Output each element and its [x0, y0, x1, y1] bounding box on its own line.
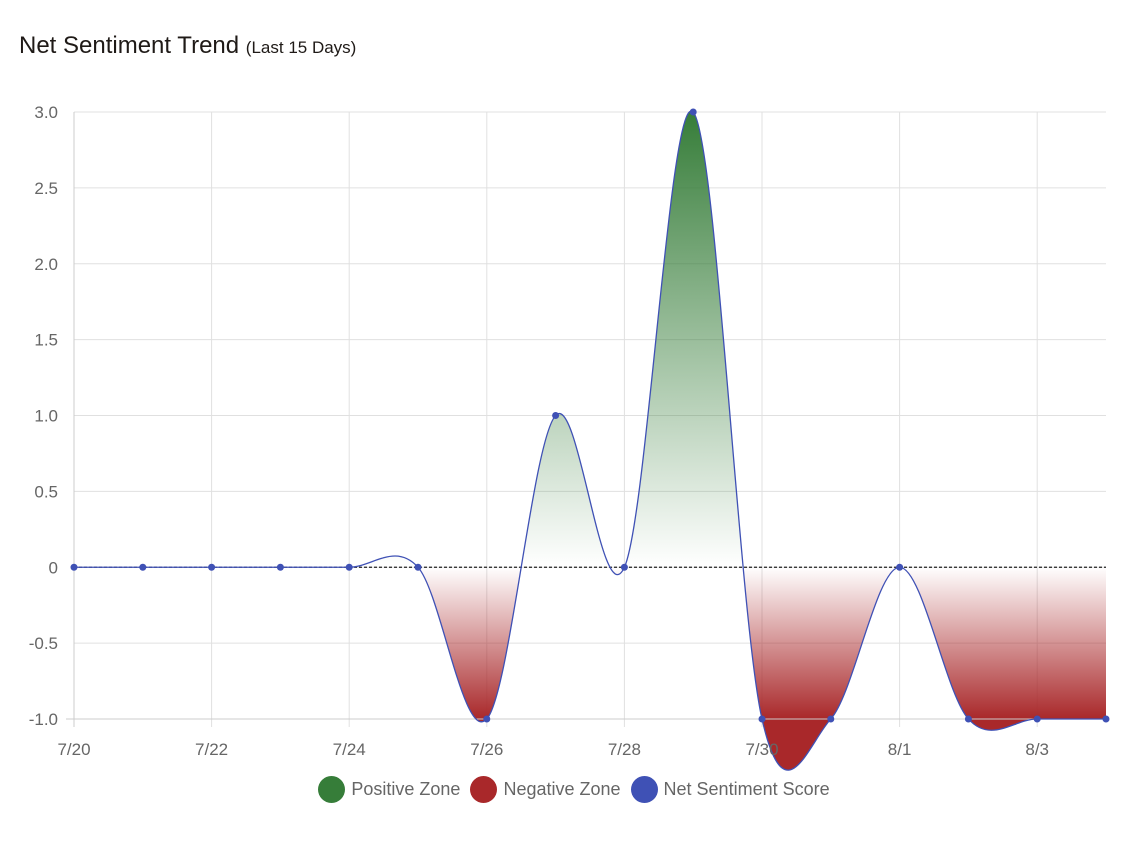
- legend-item-2[interactable]: Net Sentiment Score: [630, 776, 830, 803]
- data-point-7-24[interactable]: [345, 563, 353, 571]
- x-tick-label: 8/1: [888, 740, 912, 759]
- y-tick-label: 0: [49, 558, 58, 577]
- legend-label: Net Sentiment Score: [663, 779, 830, 799]
- zone-areas: [74, 111, 1106, 770]
- x-tick-label: 7/28: [608, 740, 641, 759]
- data-point-8-2[interactable]: [964, 715, 972, 723]
- legend-label: Positive Zone: [351, 779, 461, 799]
- x-tick-label: 7/20: [57, 740, 90, 759]
- legend-item-0[interactable]: Positive Zone: [318, 776, 460, 803]
- data-point-7-25[interactable]: [414, 563, 422, 571]
- x-tick-label: 7/24: [333, 740, 366, 759]
- y-tick-label: 3.0: [34, 103, 58, 122]
- x-tick-label: 7/30: [745, 740, 778, 759]
- legend-item-1[interactable]: Negative Zone: [470, 776, 621, 803]
- legend-swatch: [470, 776, 498, 803]
- y-tick-label: -1.0: [29, 710, 58, 729]
- negative-zone-area: [418, 567, 1106, 770]
- x-tick-label: 8/3: [1025, 740, 1049, 759]
- series-layer: [70, 108, 1110, 771]
- chart-title-text: Net Sentiment Trend: [19, 32, 240, 59]
- x-axis-labels: 7/20 7/22 7/24 7/26 7/28 7/30 8/1 8/3: [57, 740, 1049, 759]
- y-tick-label: 1.5: [34, 331, 58, 350]
- x-tick-label: 7/22: [195, 740, 228, 759]
- data-point-7-20[interactable]: [70, 563, 78, 571]
- y-tick-label: 1.0: [34, 407, 58, 426]
- data-point-7-22[interactable]: [208, 563, 216, 571]
- data-point-7-23[interactable]: [276, 563, 284, 571]
- legend: Positive Zone Negative Zone Net Sentiment …: [0, 776, 1148, 803]
- y-tick-label: -0.5: [29, 634, 58, 653]
- chart-title: Net Sentiment Trend (Last 15 Days): [19, 32, 356, 60]
- data-point-7-30[interactable]: [758, 715, 766, 723]
- data-point-7-21[interactable]: [139, 563, 147, 571]
- legend-label: Negative Zone: [503, 779, 621, 799]
- y-tick-label: 2.0: [34, 255, 58, 274]
- data-point-8-3[interactable]: [1033, 715, 1041, 723]
- data-point-7-28[interactable]: [620, 563, 628, 571]
- chart-subtitle: (Last 15 Days): [245, 38, 357, 57]
- y-tick-label: 0.5: [34, 482, 58, 501]
- y-tick-label: 2.5: [34, 179, 58, 198]
- data-point-7-31[interactable]: [827, 715, 835, 723]
- x-tick-label: 7/26: [470, 740, 503, 759]
- data-point-8-4[interactable]: [1102, 715, 1110, 723]
- data-point-7-29[interactable]: [689, 108, 697, 116]
- legend-swatch: [630, 776, 658, 803]
- data-point-7-26[interactable]: [483, 715, 491, 723]
- data-point-8-1[interactable]: [896, 563, 904, 571]
- legend-swatch: [318, 776, 346, 803]
- y-axis-labels: 3.0 2.5 2.0 1.5 1.0 0.5 0 -0.5 -1.0: [29, 103, 58, 729]
- data-point-7-27[interactable]: [552, 412, 560, 419]
